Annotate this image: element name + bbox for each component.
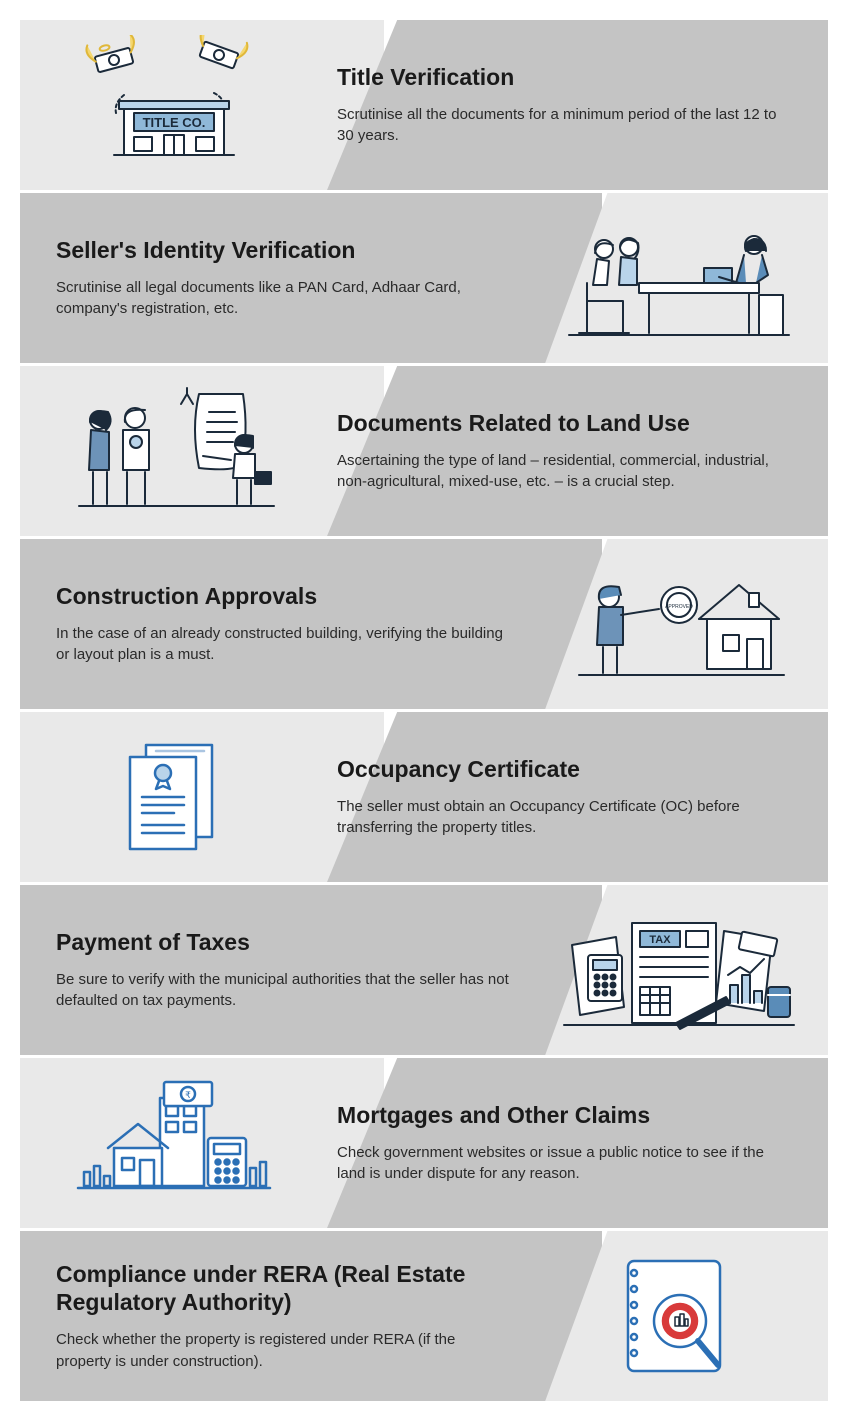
item-body: The seller must obtain an Occupancy Cert… <box>337 796 792 840</box>
rera-icon <box>521 1231 828 1401</box>
taxes-icon: TAX <box>521 885 828 1055</box>
item-body: Check whether the property is registered… <box>56 1329 511 1373</box>
info-row: ₹ M <box>20 1058 828 1228</box>
meeting-desk-icon <box>521 193 828 363</box>
svg-text:APPROVED: APPROVED <box>666 604 694 610</box>
item-title: Construction Approvals <box>56 582 511 611</box>
item-title: Compliance under RERA (Real Estate Regul… <box>56 1260 511 1318</box>
info-row: Documents Related to Land Use Ascertaini… <box>20 366 828 536</box>
svg-text:TAX: TAX <box>650 934 672 946</box>
svg-text:TITLE CO.: TITLE CO. <box>142 115 205 130</box>
infographic-container: TITLE CO. Title Verification Scrutinise … <box>0 0 848 1424</box>
item-title: Mortgages and Other Claims <box>337 1101 792 1130</box>
info-row: Seller's Identity Verification Scrutinis… <box>20 193 828 363</box>
svg-text:₹: ₹ <box>185 1090 191 1100</box>
title-company-icon: TITLE CO. <box>20 20 327 190</box>
info-row: Occupancy Certificate The seller must ob… <box>20 712 828 882</box>
item-body: Be sure to verify with the municipal aut… <box>56 969 511 1013</box>
item-body: Ascertaining the type of land – resident… <box>337 450 792 494</box>
item-body: Scrutinise all the documents for a minim… <box>337 104 792 148</box>
item-title: Documents Related to Land Use <box>337 409 792 438</box>
certificate-icon <box>20 712 327 882</box>
land-docs-icon <box>20 366 327 536</box>
item-body: Scrutinise all legal documents like a PA… <box>56 277 511 321</box>
item-title: Payment of Taxes <box>56 928 511 957</box>
info-row: Compliance under RERA (Real Estate Regul… <box>20 1231 828 1401</box>
item-body: In the case of an already constructed bu… <box>56 623 511 667</box>
item-body: Check government websites or issue a pub… <box>337 1142 792 1186</box>
info-row: TITLE CO. Title Verification Scrutinise … <box>20 20 828 190</box>
mortgage-icon: ₹ <box>20 1058 327 1228</box>
info-row: Payment of Taxes Be sure to verify with … <box>20 885 828 1055</box>
info-row: Construction Approvals In the case of an… <box>20 539 828 709</box>
item-title: Title Verification <box>337 63 792 92</box>
item-title: Occupancy Certificate <box>337 755 792 784</box>
item-title: Seller's Identity Verification <box>56 236 511 265</box>
construction-icon: APPROVED <box>521 539 828 709</box>
